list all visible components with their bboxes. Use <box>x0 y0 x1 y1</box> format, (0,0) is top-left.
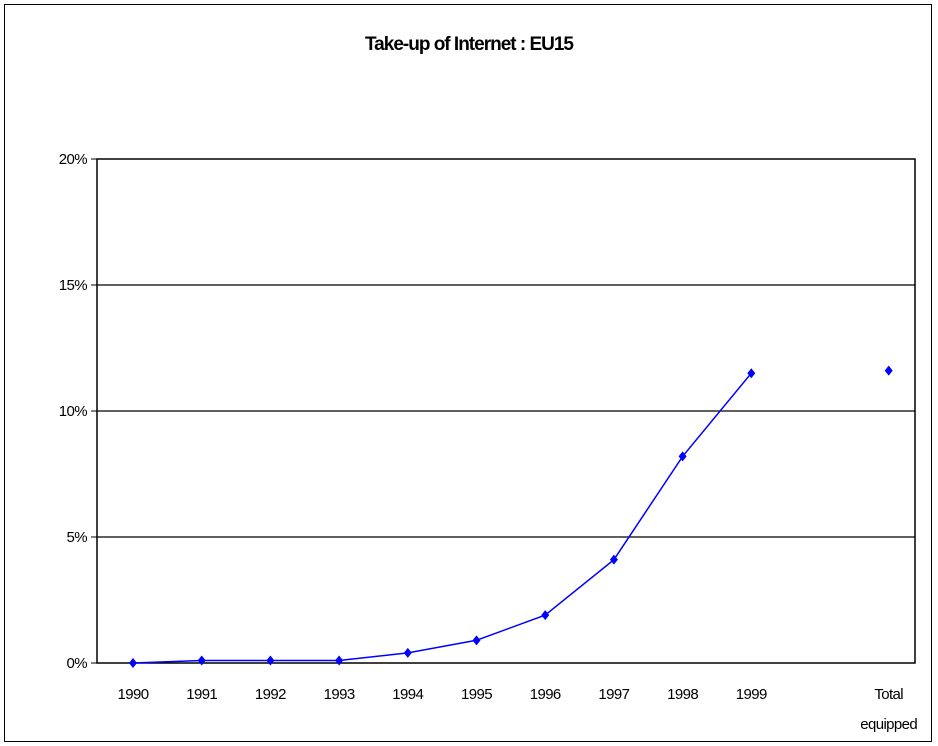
x-tick-label: 1991 <box>186 686 217 703</box>
x-tick-label: Total <box>874 686 903 703</box>
x-tick-label: 1990 <box>118 686 149 703</box>
data-point <box>541 610 550 621</box>
data-point <box>197 655 206 666</box>
data-point <box>747 368 756 379</box>
x-tick-label: 1999 <box>736 686 767 703</box>
y-tick-label: 20% <box>59 151 87 168</box>
data-point <box>472 635 481 646</box>
x-tick-label: 1997 <box>598 686 629 703</box>
data-point <box>609 554 618 565</box>
data-point <box>129 658 137 668</box>
y-tick-label: 10% <box>59 403 87 420</box>
x-tick-label: equipped <box>860 716 917 733</box>
data-point <box>678 451 687 462</box>
x-tick-label: 1998 <box>667 686 698 703</box>
y-tick-label: 15% <box>59 277 87 294</box>
y-tick-label: 5% <box>67 529 88 546</box>
chart-title: Take-up of Internet : EU15 <box>364 34 574 55</box>
y-tick-label: 0% <box>67 655 88 672</box>
data-point <box>266 655 275 666</box>
data-point <box>335 655 344 666</box>
data-point <box>403 647 412 658</box>
x-tick-label: 1995 <box>461 686 492 703</box>
x-tick-label: 1996 <box>530 686 561 703</box>
x-tick-label: 1994 <box>392 686 423 703</box>
series-line <box>132 372 752 664</box>
x-tick-label: 1993 <box>324 686 355 703</box>
data-point <box>884 365 893 376</box>
x-tick-label: 1992 <box>255 686 286 703</box>
